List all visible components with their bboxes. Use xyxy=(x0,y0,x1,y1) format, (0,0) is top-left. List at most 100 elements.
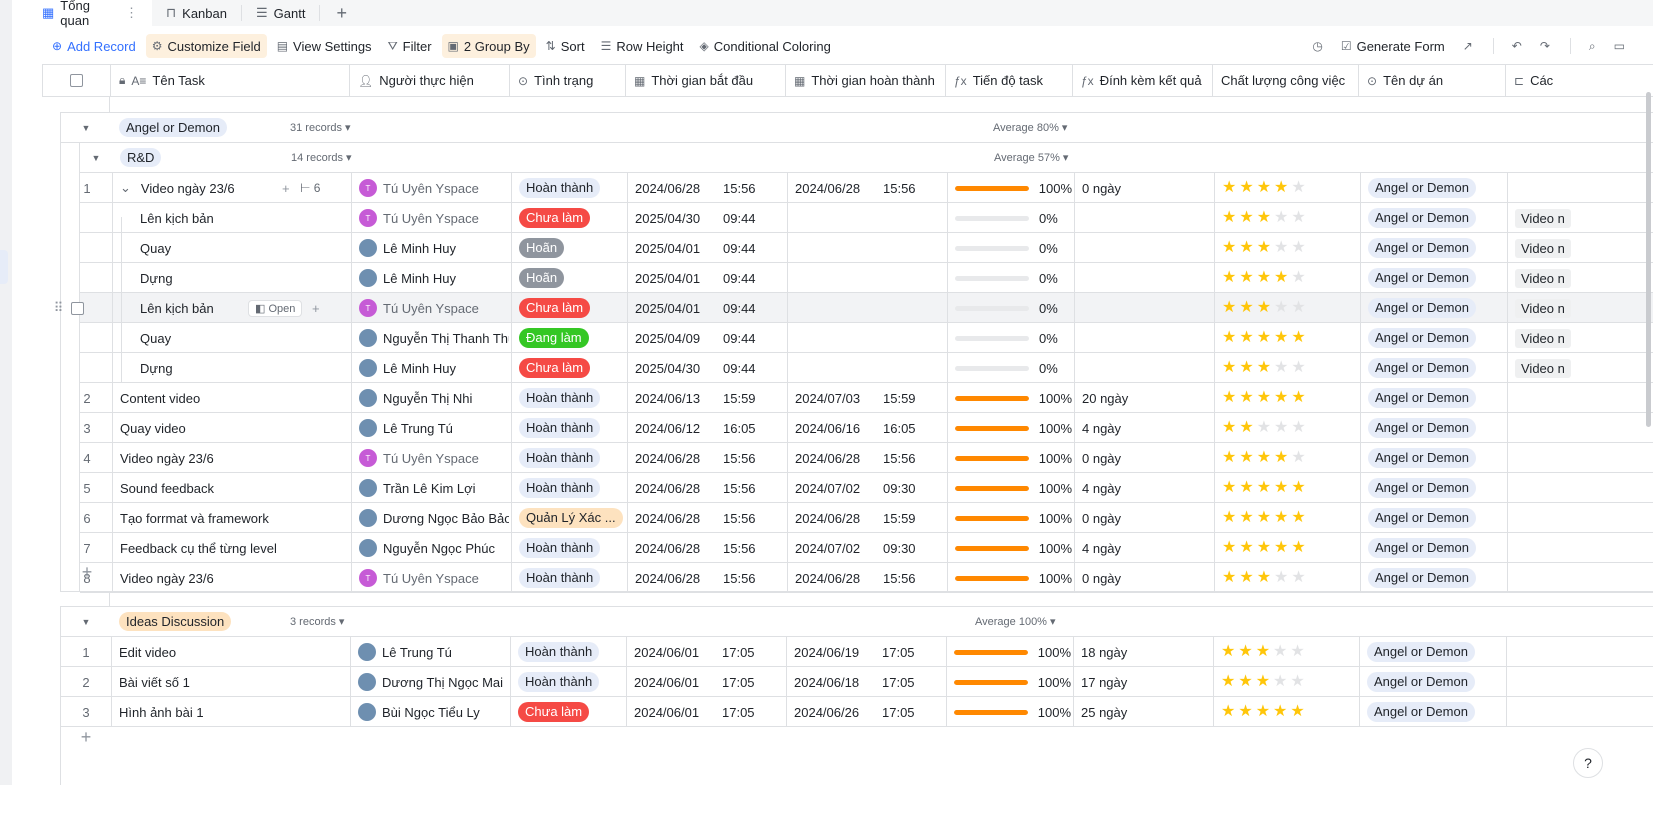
quality-rating-cell[interactable]: ★ ★ ★ ★ ★ xyxy=(1222,233,1358,263)
row-select-area[interactable]: ⠿ xyxy=(44,293,94,323)
end-time-cell[interactable]: 2024/06/26 17:05 xyxy=(794,697,944,727)
assignee-cell[interactable]: Nguyễn Ngọc Phúc xyxy=(359,533,509,563)
subgroup-header[interactable]: ▼ R&D 14 records ▾ Average 57% ▾ xyxy=(80,143,1653,173)
task-cell[interactable]: Video ngày 23/6 xyxy=(120,443,349,473)
task-cell[interactable]: Dựng xyxy=(120,353,349,383)
column-header-progress[interactable]: ƒx Tiến độ task xyxy=(946,65,1073,96)
star-icon[interactable]: ★ xyxy=(1256,269,1272,286)
star-icon[interactable]: ★ xyxy=(1291,479,1306,496)
quality-rating-cell[interactable]: ★ ★ ★ ★ ★ xyxy=(1222,473,1358,503)
star-icon[interactable]: ★ xyxy=(1274,419,1289,436)
star-icon[interactable]: ★ xyxy=(1274,449,1289,466)
quality-rating-cell[interactable]: ★ ★ ★ ★ ★ xyxy=(1221,667,1357,697)
linked-record-cell[interactable] xyxy=(1514,637,1634,667)
star-icon[interactable]: ★ xyxy=(1239,329,1254,346)
end-time-cell[interactable]: 2024/06/18 17:05 xyxy=(794,667,944,697)
redo-button[interactable]: ↷ xyxy=(1534,34,1556,58)
sort-button[interactable]: ⇅ Sort xyxy=(540,34,591,58)
attachment-cell[interactable]: 0 ngày xyxy=(1082,503,1212,533)
attachment-cell[interactable] xyxy=(1082,233,1212,263)
project-cell[interactable]: Angel or Demon xyxy=(1368,233,1505,263)
project-cell[interactable]: Angel or Demon xyxy=(1367,637,1504,667)
assignee-cell[interactable]: Trần Lê Kim Lợi xyxy=(359,473,509,503)
star-icon[interactable]: ★ xyxy=(1291,269,1306,286)
star-icon[interactable]: ★ xyxy=(1274,239,1289,256)
quality-rating-cell[interactable]: ★ ★ ★ ★ ★ xyxy=(1222,293,1358,323)
end-time-cell[interactable] xyxy=(795,263,945,293)
star-icon[interactable]: ★ xyxy=(1255,703,1271,720)
linked-record-cell[interactable] xyxy=(1515,443,1635,473)
start-time-cell[interactable]: 2024/06/01 17:05 xyxy=(634,697,784,727)
assignee-cell[interactable]: Nguyễn Thị Thanh Thư xyxy=(359,323,509,353)
task-cell[interactable]: Sound feedback xyxy=(120,473,349,503)
project-cell[interactable]: Angel or Demon xyxy=(1368,413,1505,443)
task-cell[interactable]: Feedback cụ thể từng level xyxy=(120,533,349,563)
undo-button[interactable]: ↶ xyxy=(1506,34,1528,58)
linked-record-cell[interactable] xyxy=(1515,503,1635,533)
task-cell[interactable]: Edit video xyxy=(119,637,348,667)
star-icon[interactable]: ★ xyxy=(1221,643,1236,660)
star-rating[interactable]: ★ ★ ★ ★ ★ xyxy=(1222,540,1306,556)
start-time-cell[interactable]: 2024/06/01 17:05 xyxy=(634,667,784,697)
linked-record-cell[interactable]: Video n xyxy=(1515,293,1635,323)
star-icon[interactable]: ★ xyxy=(1290,643,1305,660)
project-cell[interactable]: Angel or Demon xyxy=(1368,443,1505,473)
attachment-cell[interactable]: 4 ngày xyxy=(1082,413,1212,443)
tab-gantt[interactable]: ☰ Gantt xyxy=(241,0,320,26)
star-icon[interactable]: ★ xyxy=(1290,703,1305,720)
star-icon[interactable]: ★ xyxy=(1222,269,1237,286)
star-icon[interactable]: ★ xyxy=(1222,479,1237,496)
task-cell[interactable]: Hình ảnh bài 1 xyxy=(119,697,348,727)
add-subtask-icon[interactable]: + xyxy=(282,180,290,196)
status-cell[interactable]: Đang làm xyxy=(519,323,625,353)
group-header[interactable]: ▼ Ideas Discussion 3 records ▾ Average 1… xyxy=(61,607,1653,637)
project-cell[interactable]: Angel or Demon xyxy=(1368,293,1505,323)
status-cell[interactable]: Chưa làm xyxy=(518,697,624,727)
end-time-cell[interactable]: 2024/07/03 15:59 xyxy=(795,383,945,413)
task-cell[interactable]: Tạo forrmat và framework xyxy=(120,503,349,533)
column-header-status[interactable]: ⊙ Tình trạng xyxy=(510,65,626,96)
star-rating[interactable]: ★ ★ ★ ★ ★ xyxy=(1222,270,1306,286)
star-rating[interactable]: ★ ★ ★ ★ ★ xyxy=(1222,510,1306,526)
status-cell[interactable]: Hoàn thành xyxy=(518,637,624,667)
status-cell[interactable]: Chưa làm xyxy=(519,203,625,233)
attachment-cell[interactable]: 17 ngày xyxy=(1081,667,1211,697)
star-icon[interactable]: ★ xyxy=(1291,419,1306,436)
table-row[interactable]: 1 Edit video Lê Trung Tú Hoàn thành 2024/06/… xyxy=(61,637,1653,667)
star-icon[interactable]: ★ xyxy=(1256,509,1272,526)
attachment-cell[interactable] xyxy=(1082,353,1212,383)
end-time-cell[interactable]: 2024/06/28 15:56 xyxy=(795,563,945,593)
subtask-row[interactable]: ⠿ Lên kịch bản ◧ Open + T Tú Uyên Yspace Chưa … xyxy=(54,293,1653,323)
collapse-caret-icon[interactable]: ▼ xyxy=(81,616,91,627)
assignee-cell[interactable]: Bùi Ngọc Tiểu Ly xyxy=(358,697,508,727)
linked-record-cell[interactable]: Video n xyxy=(1515,323,1635,353)
table-row[interactable]: 7 Feedback cụ thể từng level Nguyễn Ngọc P… xyxy=(80,533,1653,563)
star-icon[interactable]: ★ xyxy=(1239,389,1254,406)
star-icon[interactable]: ★ xyxy=(1273,673,1288,690)
row-checkbox[interactable] xyxy=(71,301,85,315)
star-rating[interactable]: ★ ★ ★ ★ ★ xyxy=(1221,674,1305,690)
end-time-cell[interactable] xyxy=(795,353,945,383)
star-icon[interactable]: ★ xyxy=(1274,359,1289,376)
task-cell[interactable]: Quay xyxy=(120,233,349,263)
add-view-button[interactable]: + xyxy=(336,2,347,23)
column-header-assignee[interactable]: 👤︎ Người thực hiện xyxy=(350,65,510,96)
star-icon[interactable]: ★ xyxy=(1274,179,1289,196)
select-all-checkbox[interactable] xyxy=(70,74,83,87)
linked-record-cell[interactable] xyxy=(1515,563,1635,593)
table-row[interactable]: 2 Content video Nguyễn Thị Nhi Hoàn thành 20… xyxy=(80,383,1653,413)
column-header-start[interactable]: ▦ Thời gian bắt đầu xyxy=(626,65,786,96)
share-button[interactable]: ↗ xyxy=(1457,34,1479,58)
assignee-cell[interactable]: T Tú Uyên Yspace xyxy=(359,443,509,473)
star-icon[interactable]: ★ xyxy=(1273,643,1288,660)
status-cell[interactable]: Hoàn thành xyxy=(519,533,625,563)
quality-rating-cell[interactable]: ★ ★ ★ ★ ★ xyxy=(1222,503,1358,533)
view-settings-button[interactable]: ▤ View Settings xyxy=(271,34,378,58)
task-cell[interactable]: Bài viết số 1 xyxy=(119,667,348,697)
task-cell[interactable]: Content video xyxy=(120,383,349,413)
assignee-cell[interactable]: T Tú Uyên Yspace xyxy=(359,173,509,203)
star-icon[interactable]: ★ xyxy=(1222,389,1237,406)
linked-record-cell[interactable] xyxy=(1515,473,1635,503)
project-cell[interactable]: Angel or Demon xyxy=(1368,323,1505,353)
group-average[interactable]: Average 80% ▾ xyxy=(993,121,1067,134)
